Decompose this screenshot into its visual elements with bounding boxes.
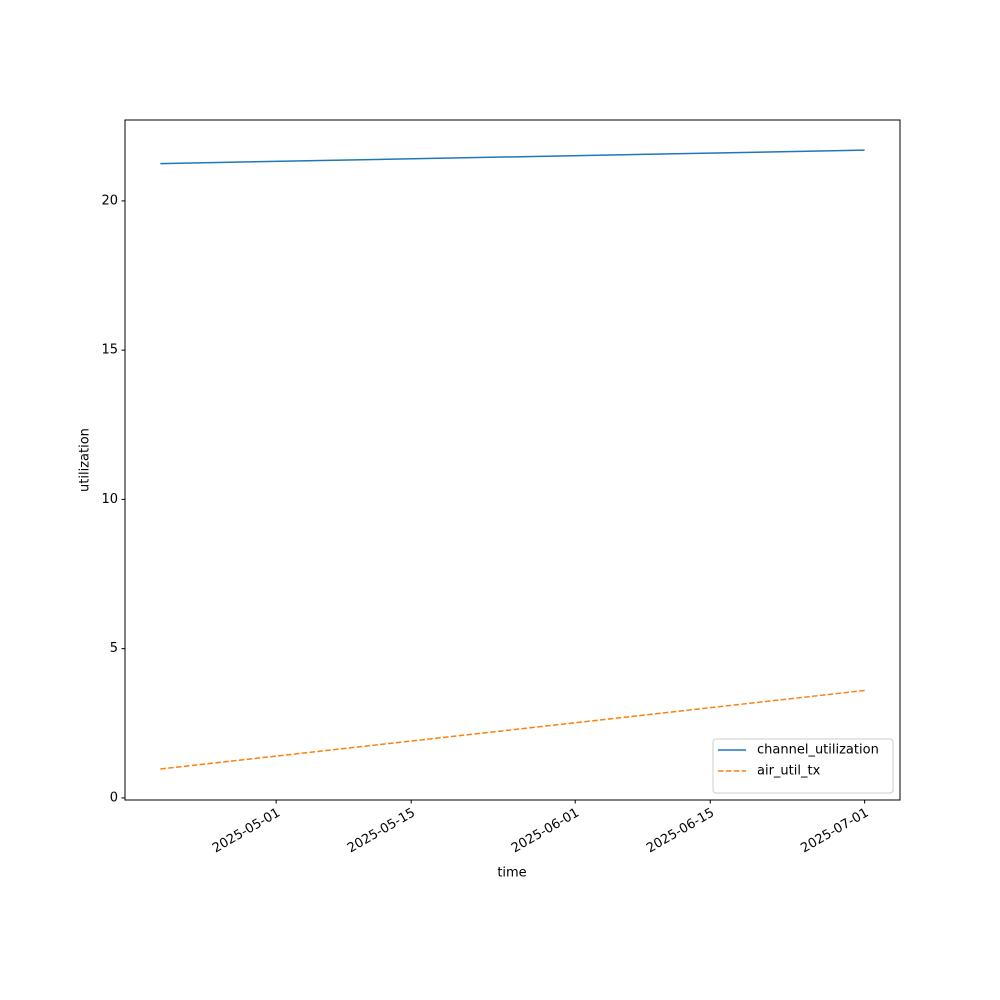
legend-label: channel_utilization bbox=[757, 743, 879, 758]
legend-label: air_util_tx bbox=[757, 764, 821, 779]
y-tick-label: 0 bbox=[110, 790, 118, 805]
y-tick-label: 20 bbox=[101, 193, 118, 208]
y-tick-label: 5 bbox=[110, 641, 118, 656]
y-tick-label: 10 bbox=[101, 492, 118, 507]
series-line bbox=[160, 149, 865, 165]
x-axis-label: time bbox=[497, 866, 526, 881]
y-tick-label: 15 bbox=[101, 343, 118, 358]
legend-box bbox=[712, 738, 894, 794]
plot-frame bbox=[124, 119, 901, 801]
y-axis-label: utilization bbox=[78, 428, 93, 492]
